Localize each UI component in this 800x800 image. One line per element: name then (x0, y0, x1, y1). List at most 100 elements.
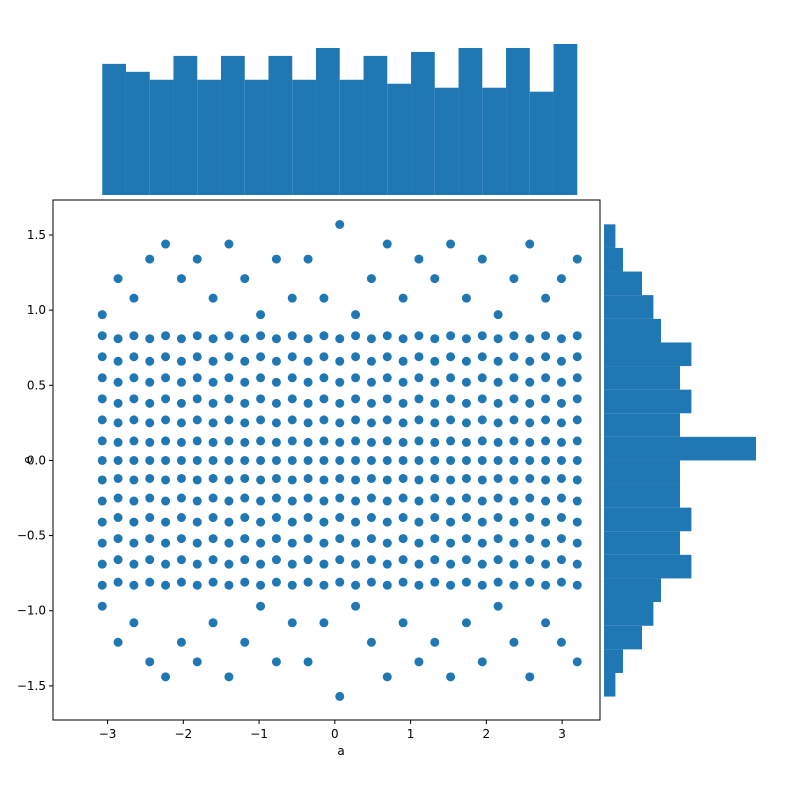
scatter-point (224, 331, 234, 341)
scatter-point (351, 436, 361, 446)
histogram-bar (604, 413, 680, 437)
scatter-point (541, 415, 551, 425)
scatter-point (97, 538, 107, 548)
scatter-point (271, 254, 281, 264)
scatter-point (541, 538, 551, 548)
scatter-point (208, 473, 218, 483)
scatter-point (319, 496, 329, 506)
scatter-point (224, 436, 234, 446)
scatter-point (572, 436, 582, 446)
scatter-point (493, 418, 503, 428)
scatter-point (477, 331, 487, 341)
histogram-bar (173, 55, 198, 195)
scatter-point (287, 352, 297, 362)
scatter-point (97, 475, 107, 485)
scatter-point (161, 436, 171, 446)
scatter-point (446, 436, 456, 446)
scatter-point (398, 334, 408, 344)
scatter-point (525, 577, 535, 587)
scatter-point (319, 352, 329, 362)
scatter-point (446, 517, 456, 527)
scatter-point (224, 559, 234, 569)
scatter-point (161, 331, 171, 341)
scatter-point (335, 691, 345, 701)
scatter-point (303, 473, 313, 483)
scatter-point (208, 377, 218, 387)
scatter-point (335, 377, 345, 387)
scatter-point (240, 455, 250, 465)
scatter-point (509, 274, 519, 284)
scatter-point (335, 555, 345, 565)
scatter-point (461, 473, 471, 483)
scatter-point (176, 534, 186, 544)
scatter-point (556, 356, 566, 366)
scatter-point (97, 601, 107, 611)
scatter-point (303, 418, 313, 428)
scatter-point (161, 559, 171, 569)
histogram-bar (604, 531, 680, 555)
scatter-point (176, 513, 186, 523)
scatter-point (351, 415, 361, 425)
scatter-point (477, 436, 487, 446)
histogram-bar (604, 507, 692, 532)
scatter-point (572, 373, 582, 383)
scatter-point (525, 455, 535, 465)
scatter-point (477, 496, 487, 506)
scatter-point (176, 473, 186, 483)
histogram-bar (197, 79, 221, 195)
scatter-point (556, 418, 566, 428)
scatter-point (572, 517, 582, 527)
scatter-point (351, 373, 361, 383)
scatter-point (271, 377, 281, 387)
histogram-bar (604, 602, 654, 626)
y-tick-label: −1.0 (17, 604, 46, 618)
scatter-point (430, 513, 440, 523)
histogram-bar (149, 79, 174, 195)
scatter-point (556, 377, 566, 387)
histogram-bar (604, 436, 756, 461)
scatter-point (161, 672, 171, 682)
y-tick-label: −1.5 (17, 679, 46, 693)
scatter-point (176, 493, 186, 503)
scatter-point (382, 475, 392, 485)
scatter-point (430, 398, 440, 408)
scatter-point (303, 356, 313, 366)
scatter-point (224, 415, 234, 425)
scatter-point (176, 555, 186, 565)
histogram-bar (604, 247, 623, 272)
scatter-point (351, 538, 361, 548)
scatter-point (414, 517, 424, 527)
scatter-point (525, 377, 535, 387)
scatter-point (287, 475, 297, 485)
scatter-point (493, 493, 503, 503)
scatter-point (208, 455, 218, 465)
scatter-point (446, 352, 456, 362)
scatter-point (113, 398, 123, 408)
scatter-point (351, 475, 361, 485)
scatter-point (319, 373, 329, 383)
scatter-point (525, 493, 535, 503)
scatter-point (414, 475, 424, 485)
scatter-point (414, 436, 424, 446)
scatter-point (414, 657, 424, 667)
scatter-point (525, 398, 535, 408)
scatter-point (240, 555, 250, 565)
scatter-point (572, 455, 582, 465)
scatter-point (446, 475, 456, 485)
scatter-point (430, 377, 440, 387)
scatter-point (145, 534, 155, 544)
histogram-bar (604, 460, 680, 485)
scatter-point (398, 293, 408, 303)
scatter-point (382, 352, 392, 362)
scatter-point (541, 475, 551, 485)
scatter-point (192, 538, 202, 548)
scatter-point (145, 437, 155, 447)
scatter-point (224, 538, 234, 548)
scatter-point (303, 455, 313, 465)
scatter-point (335, 418, 345, 428)
scatter-point (113, 418, 123, 428)
scatter-point (461, 418, 471, 428)
scatter-point (398, 534, 408, 544)
scatter-point (224, 352, 234, 362)
scatter-point (525, 437, 535, 447)
